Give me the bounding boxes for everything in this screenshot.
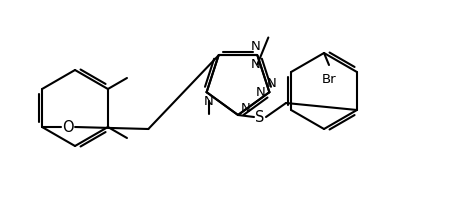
Text: O: O	[63, 120, 74, 135]
Text: N: N	[256, 86, 265, 99]
Text: Br: Br	[322, 73, 336, 86]
Text: N: N	[204, 95, 213, 108]
Text: N: N	[267, 77, 276, 90]
Text: N: N	[250, 40, 260, 53]
Text: S: S	[255, 110, 265, 125]
Text: N: N	[241, 101, 251, 114]
Text: N: N	[250, 58, 260, 71]
